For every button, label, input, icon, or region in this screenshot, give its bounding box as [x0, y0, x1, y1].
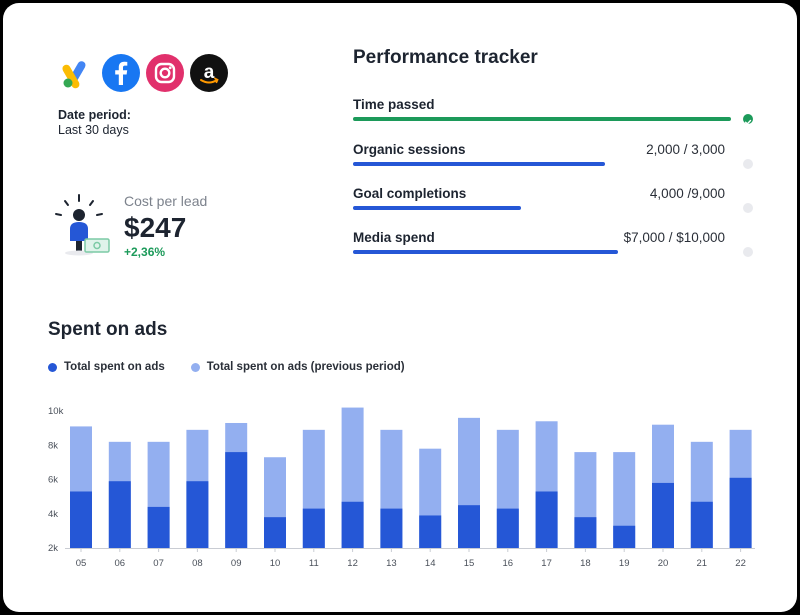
x-tick-label: 11 [309, 558, 319, 569]
bar-current-05 [70, 491, 92, 548]
x-tick-label: 10 [270, 558, 281, 569]
bar-current-12 [341, 501, 364, 548]
bar-current-09 [225, 452, 248, 548]
y-tick-label: 6k [48, 475, 58, 486]
y-tick-label: 8k [48, 440, 58, 451]
bar-current-08 [186, 481, 209, 548]
bar-current-19 [613, 525, 636, 548]
metric-time-passed: Time passed [353, 97, 753, 137]
y-tick-label: 4k [48, 509, 58, 520]
status-dot-icon [743, 159, 753, 169]
svg-text:a: a [204, 62, 215, 83]
metric-media-spend: Media spend $7,000 / $10,000 [353, 230, 753, 270]
bar-current-10 [264, 517, 286, 548]
legend-swatch-current [48, 362, 57, 372]
metric-label: Goal completions [353, 186, 467, 201]
status-dot-icon [743, 203, 753, 213]
metric-goal-completions: Goal completions 4,000 /9,000 [353, 186, 753, 226]
google-ads-icon [58, 54, 96, 92]
x-tick-label: 13 [386, 558, 397, 569]
lead-person-icon [51, 193, 113, 264]
metric-label: Organic sessions [353, 142, 466, 157]
x-tick-label: 09 [231, 558, 242, 569]
bar-current-13 [380, 508, 403, 548]
metric-value: $7,000 / $10,000 [623, 230, 725, 245]
metric-label: Time passed [353, 97, 435, 112]
x-tick-label: 06 [115, 558, 126, 569]
date-period-value: Last 30 days [58, 123, 129, 137]
bar-previous-19 [613, 452, 636, 548]
date-period-label: Date period: [58, 108, 131, 122]
metric-value: 2,000 / 3,000 [646, 142, 725, 157]
legend-label: Total spent on ads (previous period) [206, 361, 405, 373]
x-tick-label: 14 [425, 558, 436, 569]
dashboard-card: a Date period: Last 30 days Cost per lea… [3, 3, 797, 612]
metric-organic-sessions: Organic sessions 2,000 / 3,000 [353, 142, 753, 182]
amazon-icon: a [190, 54, 228, 92]
date-period: Date period: Last 30 days [58, 108, 131, 138]
metric-progress-bar [353, 206, 521, 210]
metric-progress-bar [353, 162, 606, 166]
x-tick-label: 05 [76, 558, 87, 569]
status-dot-icon [743, 247, 753, 257]
bar-current-15 [458, 505, 480, 548]
x-tick-label: 18 [580, 558, 591, 569]
legend-label: Total spent on ads [64, 361, 165, 373]
bar-current-11 [302, 508, 325, 548]
x-tick-label: 16 [503, 558, 514, 569]
check-icon [743, 114, 753, 125]
metric-label: Media spend [353, 230, 435, 245]
x-tick-label: 21 [697, 558, 708, 569]
bar-current-16 [496, 508, 519, 548]
instagram-icon [146, 54, 184, 92]
legend-swatch-previous [190, 362, 200, 372]
legend-item-previous: Total spent on ads (previous period) [190, 361, 405, 373]
bar-chart: 10k 8k 6k 4k 2k 05 06 07 08 09 10 11 12 13 14 15 16 17 18 1… [48, 406, 755, 569]
facebook-icon [102, 54, 140, 92]
metric-value: 4,000 /9,000 [649, 186, 725, 201]
chart-legend: Total spent on ads Total spent on ads (p… [48, 361, 405, 373]
cost-per-lead-title: Cost per lead [124, 193, 208, 209]
platform-logos: a [58, 54, 228, 92]
x-tick-label: 19 [619, 558, 630, 569]
bar-current-22 [729, 477, 752, 548]
chart-title: Spent on ads [48, 319, 168, 340]
metric-progress-bar [353, 250, 618, 254]
x-tick-label: 15 [464, 558, 475, 569]
bar-current-17 [535, 491, 558, 548]
x-tick-label: 20 [658, 558, 669, 569]
x-tick-label: 17 [541, 558, 552, 569]
cost-per-lead-value: $247 [124, 212, 187, 243]
legend-item-current: Total spent on ads [48, 361, 165, 373]
bar-current-06 [108, 481, 131, 548]
bar-current-07 [147, 506, 170, 548]
bar-current-21 [690, 501, 713, 548]
y-tick-label: 2k [48, 543, 58, 554]
performance-tracker-title: Performance tracker [353, 47, 538, 68]
x-tick-label: 08 [192, 558, 203, 569]
x-tick-label: 22 [735, 558, 746, 569]
bar-current-20 [652, 482, 674, 548]
cost-per-lead-change: +2,36% [124, 245, 166, 259]
metric-progress-bar [353, 117, 731, 121]
y-tick-label: 10k [48, 406, 64, 417]
bar-current-18 [574, 517, 597, 548]
x-tick-label: 12 [347, 558, 358, 569]
bar-current-14 [419, 515, 442, 548]
x-tick-label: 07 [153, 558, 164, 569]
cost-per-lead: Cost per lead $247 +2,36% [124, 193, 207, 259]
